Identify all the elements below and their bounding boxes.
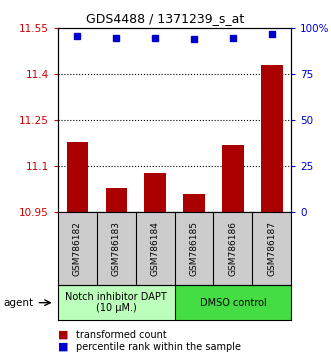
Bar [67,142,88,212]
Text: Notch inhibitor DAPT
(10 μM.): Notch inhibitor DAPT (10 μM.) [66,292,167,314]
Text: transformed count: transformed count [76,330,167,339]
Text: percentile rank within the sample: percentile rank within the sample [76,342,241,352]
Text: ■: ■ [58,342,69,352]
Text: GDS4488 / 1371239_s_at: GDS4488 / 1371239_s_at [86,12,245,25]
Text: GSM786186: GSM786186 [228,221,237,276]
Text: GSM786185: GSM786185 [190,221,199,276]
Text: GSM786183: GSM786183 [112,221,121,276]
Bar [183,194,205,212]
Bar [222,145,244,212]
Text: GSM786187: GSM786187 [267,221,276,276]
Text: GSM786184: GSM786184 [151,221,160,276]
Bar [106,188,127,212]
Text: ■: ■ [58,330,69,339]
Text: DMSO control: DMSO control [200,298,266,308]
Text: agent: agent [3,298,33,308]
Text: GSM786182: GSM786182 [73,221,82,276]
Bar [261,65,283,212]
Bar [144,172,166,212]
